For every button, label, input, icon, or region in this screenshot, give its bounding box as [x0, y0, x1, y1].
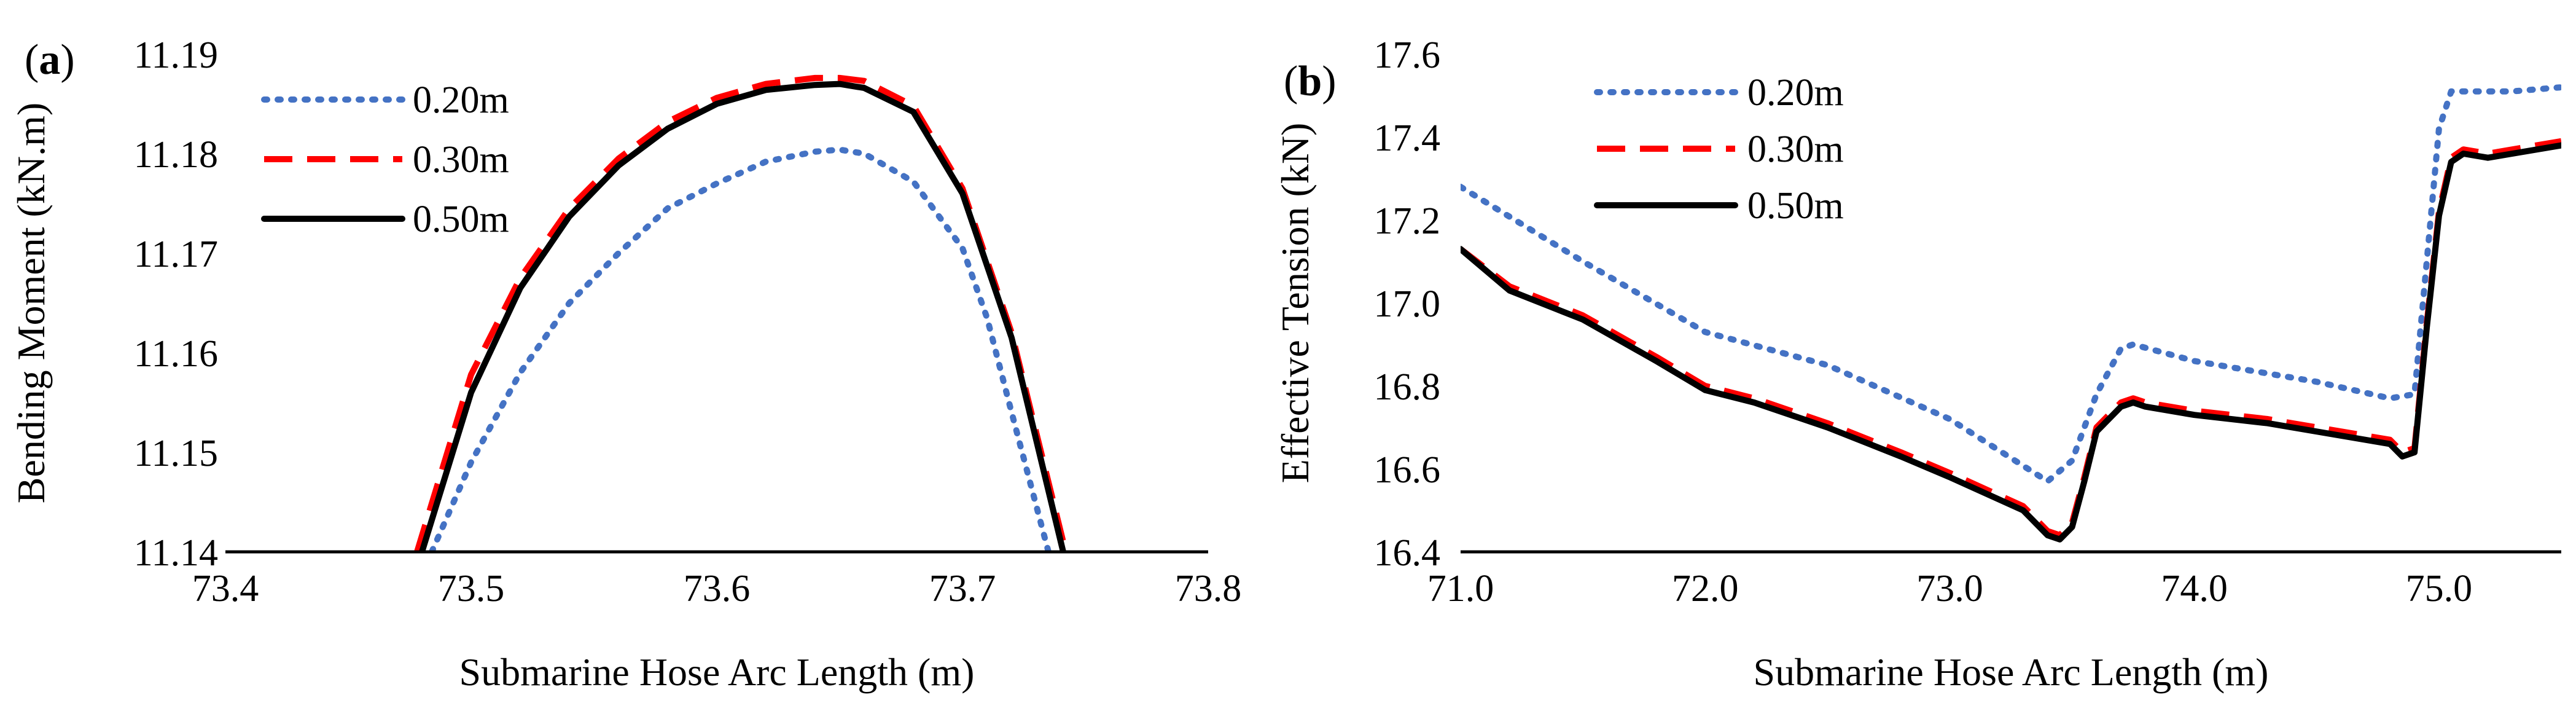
- series-line-0-50m: [419, 81, 1066, 552]
- y-tick-label: 16.4: [1374, 532, 1441, 574]
- y-tick-label: 11.15: [134, 433, 218, 474]
- panel-b-x-axis-title: Submarine Hose Arc Length (m): [1754, 650, 2269, 694]
- legend-label: 0.50m: [413, 198, 509, 240]
- y-tick-label: 17.2: [1374, 200, 1441, 242]
- legend-label: 0.20m: [1747, 72, 1844, 114]
- y-tick-label: 16.8: [1374, 366, 1441, 408]
- x-tick-label: 75.0: [2406, 568, 2473, 610]
- panel-a-x-tick-labels: 73.4 73.5 73.6 73.7 73.8: [192, 568, 1242, 610]
- panel-a-label: (a): [25, 36, 75, 84]
- y-tick-label: 11.18: [134, 134, 218, 176]
- x-tick-label: 73.4: [192, 568, 259, 610]
- panel-a-legend: 0.20m 0.30m 0.50m: [261, 79, 509, 240]
- series-line-0-50m: [1461, 142, 2561, 543]
- panel-b-y-tick-labels: 16.4 16.6 16.8 17.0 17.2 17.4 17.6: [1374, 34, 1441, 574]
- x-tick-label: 73.6: [684, 568, 751, 610]
- y-tick-label: 11.16: [134, 333, 218, 375]
- x-tick-label: 71.0: [1427, 568, 1494, 610]
- x-tick-label: 72.0: [1672, 568, 1739, 610]
- panel-a-x-axis-title: Submarine Hose Arc Length (m): [459, 650, 975, 694]
- y-tick-label: 17.4: [1374, 117, 1441, 159]
- legend-label: 0.50m: [1747, 185, 1844, 227]
- series-line-0-30m: [1461, 138, 2561, 538]
- series-line-0-20m: [1461, 84, 2561, 485]
- y-tick-label: 17.0: [1374, 283, 1441, 325]
- x-tick-label: 73.8: [1175, 568, 1242, 610]
- y-tick-label: 11.19: [134, 34, 218, 76]
- series-line-0-30m: [414, 74, 1069, 552]
- panel-a-y-tick-labels: 11.14 11.15 11.16 11.17 11.18 11.19: [134, 34, 218, 574]
- y-tick-label: 16.6: [1374, 449, 1441, 491]
- panel-b-effective-tension-chart: (b) 16.4 16.6 16.8 17.0 17.2 17.4 17.6 71.0 72.…: [1273, 34, 2561, 694]
- panel-b-y-axis-title: Effective Tension (kN): [1273, 123, 1317, 484]
- y-tick-label: 11.17: [134, 234, 218, 275]
- x-tick-label: 73.0: [1916, 568, 1983, 610]
- panel-b-legend: 0.20m 0.30m 0.50m: [1594, 72, 1844, 227]
- legend-label: 0.30m: [413, 139, 509, 181]
- x-tick-label: 73.5: [438, 568, 505, 610]
- panel-b-x-tick-labels: 71.0 72.0 73.0 74.0 75.0: [1427, 568, 2472, 610]
- panel-b-label: (b): [1284, 58, 1337, 105]
- panel-b-series-group: [1461, 84, 2561, 543]
- y-tick-label: 17.6: [1374, 34, 1441, 76]
- legend-label: 0.20m: [413, 79, 509, 121]
- y-tick-label: 11.14: [134, 532, 218, 574]
- x-tick-label: 74.0: [2161, 568, 2228, 610]
- panel-a-series-group: [414, 74, 1069, 552]
- x-tick-label: 73.7: [929, 568, 996, 610]
- series-line-0-20m: [429, 146, 1052, 552]
- legend-label: 0.30m: [1747, 128, 1844, 170]
- panel-a-y-axis-title: Bending Moment (kN.m): [9, 103, 53, 503]
